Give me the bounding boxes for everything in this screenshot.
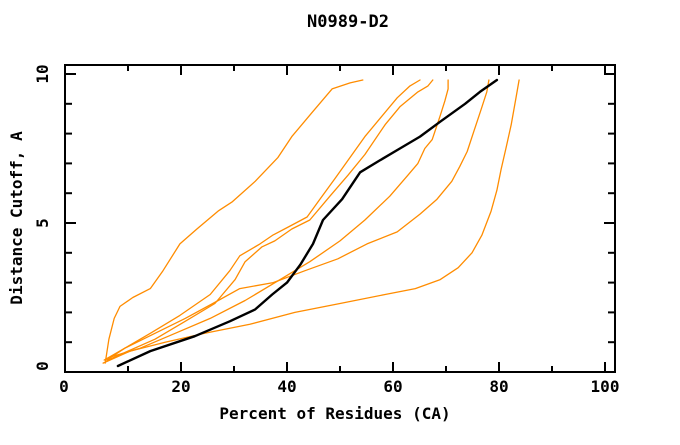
- series-curves: [102, 78, 520, 368]
- y-tick-label: 10: [33, 64, 52, 83]
- model-curve-6: [102, 79, 520, 364]
- x-tick-label: 80: [489, 377, 508, 396]
- y-tick-label: 5: [33, 218, 52, 228]
- y-tick-label: 0: [33, 361, 52, 371]
- model-curve-2: [106, 79, 421, 361]
- x-tick-label: 100: [591, 377, 620, 396]
- highlighted-model-curve: [116, 78, 499, 368]
- model-curve-1: [104, 79, 364, 364]
- x-tick-label: 20: [171, 377, 190, 396]
- model-curve-5: [103, 79, 490, 361]
- y-axis-label: Distance Cutoff, A: [7, 131, 26, 305]
- x-tick-label: 40: [277, 377, 296, 396]
- model-curve-4: [109, 79, 449, 358]
- x-tick-label: 60: [383, 377, 402, 396]
- model-curve-3: [107, 79, 434, 361]
- x-axis-label: Percent of Residues (CA): [219, 404, 450, 423]
- axis-tick-labels: 0 20 40 60 80 100 0 5 10: [33, 64, 619, 396]
- plot-border: [64, 64, 616, 373]
- x-tick-label: 0: [59, 377, 69, 396]
- chart-title: N0989-D2: [307, 12, 389, 32]
- axis-ticks: [65, 65, 615, 372]
